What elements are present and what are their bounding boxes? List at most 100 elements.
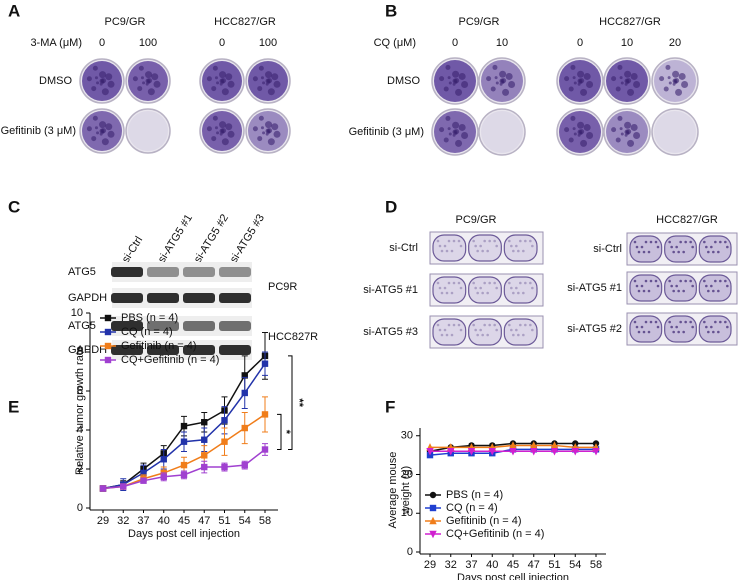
colony bbox=[439, 127, 445, 133]
colony bbox=[644, 240, 648, 244]
colony bbox=[495, 244, 498, 248]
colony bbox=[679, 240, 682, 244]
colony bbox=[227, 130, 235, 138]
data-point bbox=[160, 456, 167, 463]
colony bbox=[206, 126, 212, 132]
colony bbox=[689, 240, 692, 244]
colony bbox=[620, 132, 624, 136]
colony bbox=[458, 123, 466, 131]
colony bbox=[580, 139, 588, 147]
colony bbox=[703, 240, 706, 244]
colony bbox=[675, 325, 678, 329]
colony bbox=[86, 126, 92, 132]
colony bbox=[633, 81, 641, 89]
plate-rim bbox=[651, 108, 699, 156]
blot-band bbox=[111, 345, 143, 355]
colony bbox=[96, 81, 100, 85]
x-tick-label: 47 bbox=[198, 515, 210, 527]
colony bbox=[457, 323, 461, 327]
colony bbox=[707, 250, 710, 254]
colony bbox=[436, 323, 440, 327]
colony bbox=[221, 88, 229, 96]
significance-bracket bbox=[277, 413, 282, 450]
culture-plate bbox=[125, 108, 171, 154]
panel-label: A bbox=[8, 1, 20, 20]
colony bbox=[486, 249, 489, 253]
data-point bbox=[221, 417, 228, 424]
colony bbox=[86, 76, 92, 82]
data-point bbox=[201, 436, 208, 443]
data-point bbox=[488, 448, 496, 456]
colony bbox=[712, 330, 715, 334]
well bbox=[468, 234, 502, 262]
colony bbox=[454, 129, 460, 135]
x-tick-label: 54 bbox=[239, 515, 251, 527]
data-point bbox=[241, 461, 248, 469]
colony bbox=[668, 279, 671, 283]
colony bbox=[445, 333, 449, 337]
well bbox=[432, 318, 467, 346]
colony bbox=[450, 249, 454, 253]
dose-label: 0 bbox=[452, 37, 458, 49]
culture-plate bbox=[556, 57, 604, 105]
colony bbox=[675, 245, 678, 249]
colony bbox=[726, 245, 729, 249]
well bbox=[698, 274, 732, 302]
colony bbox=[273, 130, 281, 138]
treatment-label: CQ (μM) bbox=[374, 37, 416, 49]
colony bbox=[726, 325, 729, 329]
legend-label: PBS (n = 4) bbox=[121, 312, 178, 324]
colony bbox=[479, 328, 482, 332]
colony bbox=[461, 132, 469, 140]
row-label: si-Ctrl bbox=[389, 242, 418, 254]
colony bbox=[642, 330, 646, 334]
row-label: Gefitinib (3 μM) bbox=[349, 126, 424, 138]
colony bbox=[211, 136, 217, 142]
colony bbox=[455, 88, 463, 96]
colony bbox=[668, 240, 671, 244]
group-label: PC9/GR bbox=[105, 16, 146, 28]
colony bbox=[445, 115, 451, 121]
culture-plate bbox=[556, 108, 604, 156]
colony bbox=[445, 249, 449, 253]
colony bbox=[691, 245, 694, 249]
legend-marker bbox=[104, 314, 112, 322]
colony bbox=[635, 325, 639, 329]
colony bbox=[436, 239, 440, 243]
colony bbox=[257, 136, 263, 142]
y-tick-label: 8 bbox=[77, 346, 83, 358]
data-point bbox=[530, 441, 538, 449]
blot-strip bbox=[112, 340, 252, 360]
colony bbox=[644, 279, 648, 283]
y-tick-label: 10 bbox=[71, 307, 83, 319]
panel-label: B bbox=[385, 1, 397, 20]
colony bbox=[455, 139, 463, 147]
colony bbox=[572, 76, 576, 80]
colony bbox=[216, 131, 220, 135]
colony bbox=[572, 127, 576, 131]
blot-band bbox=[183, 267, 215, 277]
colony bbox=[225, 73, 233, 81]
data-point bbox=[261, 360, 269, 367]
colony bbox=[586, 132, 594, 140]
y-axis-label: weight (g) bbox=[400, 466, 412, 515]
colony bbox=[510, 244, 513, 248]
blot-band bbox=[219, 321, 251, 331]
colony bbox=[665, 64, 671, 70]
colony bbox=[714, 240, 717, 244]
well bbox=[629, 315, 663, 343]
colony bbox=[452, 239, 456, 243]
legend-marker bbox=[104, 356, 112, 364]
colony bbox=[633, 240, 637, 244]
y-tick-label: 4 bbox=[77, 424, 83, 436]
colony bbox=[689, 320, 692, 324]
colony bbox=[488, 323, 491, 327]
blot-band bbox=[111, 267, 143, 277]
colony bbox=[448, 132, 452, 136]
colony bbox=[672, 330, 675, 334]
lane-label: si-ATG5 #1 bbox=[156, 212, 195, 265]
colony bbox=[611, 127, 617, 133]
colony bbox=[510, 328, 513, 332]
colony bbox=[627, 139, 635, 147]
blot-band bbox=[219, 345, 251, 355]
